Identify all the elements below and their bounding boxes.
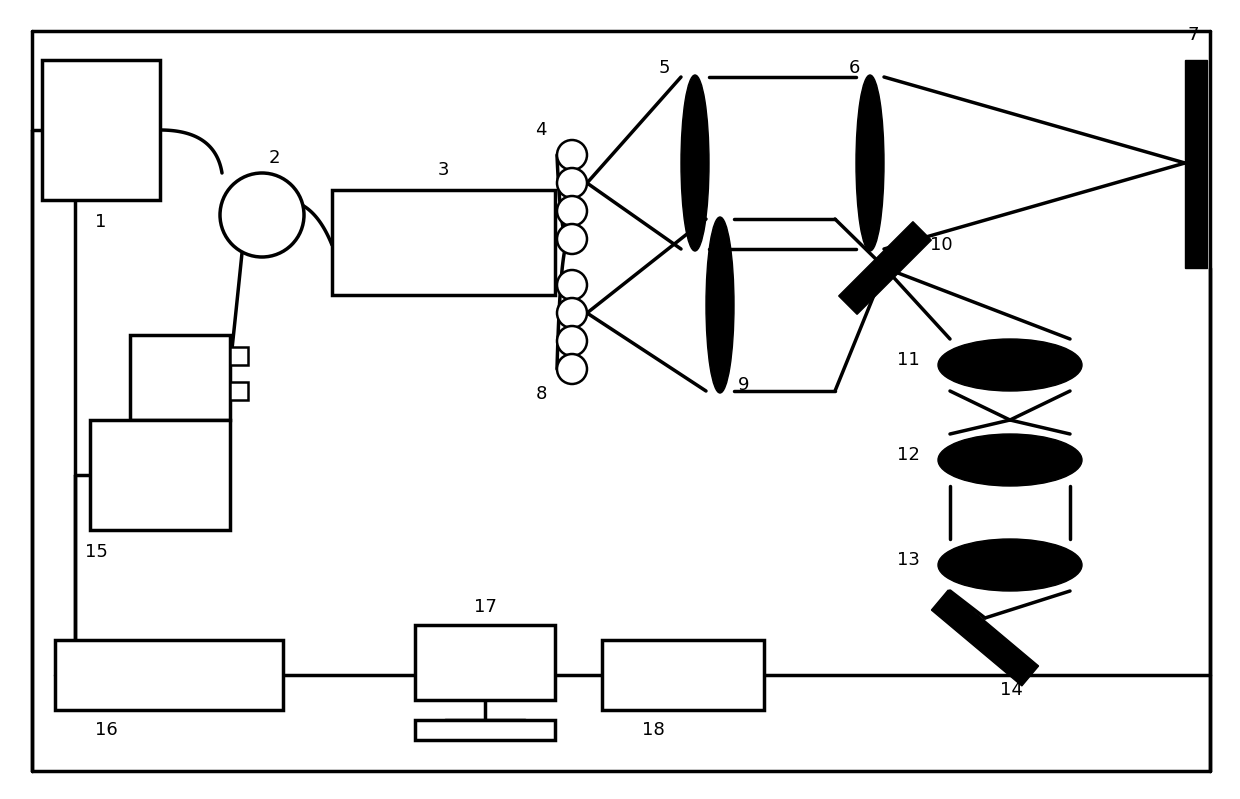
Polygon shape — [838, 221, 931, 314]
Text: 1: 1 — [95, 213, 107, 231]
Circle shape — [557, 326, 587, 356]
Bar — [601, 640, 764, 710]
Text: 17: 17 — [474, 598, 496, 616]
Bar — [55, 640, 283, 710]
Text: 5: 5 — [658, 59, 670, 77]
Ellipse shape — [681, 75, 709, 251]
Ellipse shape — [937, 339, 1083, 391]
Text: 2: 2 — [268, 149, 280, 167]
Ellipse shape — [856, 75, 884, 251]
Ellipse shape — [937, 539, 1083, 591]
Text: 3: 3 — [438, 161, 449, 179]
Bar — [229, 382, 248, 400]
Text: 11: 11 — [898, 351, 920, 369]
Text: 10: 10 — [930, 236, 952, 254]
Polygon shape — [931, 590, 1039, 686]
Bar — [229, 347, 248, 365]
Text: 8: 8 — [536, 385, 547, 403]
Ellipse shape — [937, 434, 1083, 486]
Text: 13: 13 — [897, 551, 920, 569]
Bar — [42, 60, 160, 200]
Text: 6: 6 — [848, 59, 861, 77]
Text: 16: 16 — [95, 721, 118, 739]
Bar — [91, 420, 229, 530]
Bar — [1185, 60, 1207, 268]
Circle shape — [557, 354, 587, 384]
Bar — [415, 625, 556, 700]
Text: 9: 9 — [738, 376, 749, 394]
Circle shape — [557, 298, 587, 328]
Text: 15: 15 — [86, 543, 108, 561]
Circle shape — [557, 224, 587, 254]
Ellipse shape — [706, 217, 734, 393]
Bar — [332, 190, 556, 295]
Text: 7: 7 — [1187, 26, 1199, 44]
Circle shape — [219, 173, 304, 257]
Text: 18: 18 — [642, 721, 665, 739]
Bar — [130, 335, 229, 420]
Circle shape — [557, 168, 587, 198]
Text: 14: 14 — [999, 681, 1023, 699]
Circle shape — [557, 140, 587, 170]
Circle shape — [557, 270, 587, 300]
Text: 12: 12 — [897, 446, 920, 464]
Text: 4: 4 — [536, 121, 547, 139]
Circle shape — [557, 196, 587, 226]
Bar — [415, 720, 556, 740]
